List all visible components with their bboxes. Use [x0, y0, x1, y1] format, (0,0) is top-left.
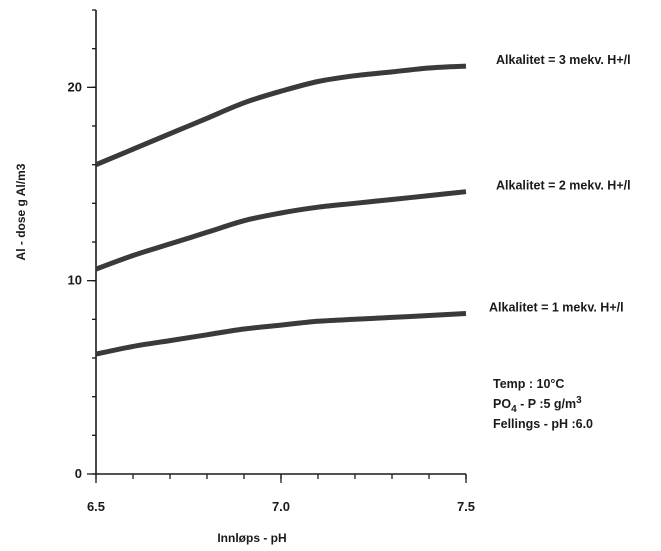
- series-line-2: [95, 189, 467, 272]
- series-label-1: Alkalitet = 3 mekv. H+/l: [496, 53, 631, 67]
- tick-labels: 6.5 7.0 7.5 0 10 20: [68, 79, 476, 514]
- x-axis-label: Innløps - pH: [217, 531, 286, 545]
- series-label-2: Alkalitet = 2 mekv. H+/l: [496, 179, 631, 193]
- series-label-3: Alkalitet = 1 mekv. H+/l: [489, 301, 624, 315]
- minor-ticks: [92, 9, 467, 479]
- y-axis-label: Al - dose g Al/m3: [14, 163, 28, 260]
- x-tick-label: 7.5: [457, 499, 475, 514]
- series-line-3: [95, 311, 467, 357]
- y-tick-label: 20: [68, 79, 82, 94]
- y-tick-label: 0: [75, 466, 82, 481]
- series-group: [95, 63, 467, 357]
- series-labels: Alkalitet = 3 mekv. H+/l Alkalitet = 2 me…: [489, 53, 631, 314]
- conditions-annotation: Temp : 10°C PO4 - P :5 g/m3 Fellings - p…: [493, 377, 593, 431]
- series-line-1: [95, 63, 467, 168]
- annotation-line-temp: Temp : 10°C: [493, 377, 564, 391]
- major-ticks: [87, 86, 467, 483]
- x-tick-label: 7.0: [272, 499, 290, 514]
- x-tick-label: 6.5: [87, 499, 105, 514]
- annotation-line-po4: PO4 - P :5 g/m3: [493, 395, 582, 415]
- y-tick-label: 10: [68, 273, 82, 288]
- annotation-line-fellings: Fellings - pH :6.0: [493, 417, 593, 431]
